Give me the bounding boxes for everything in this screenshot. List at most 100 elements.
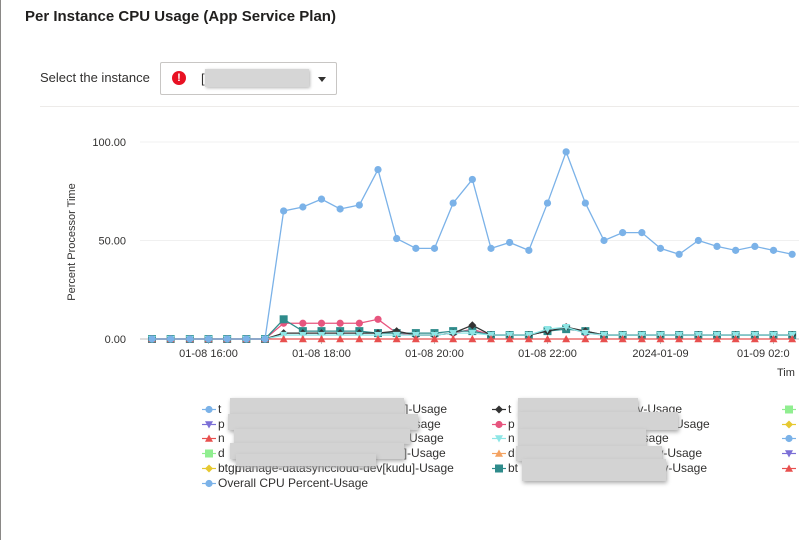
legend-item[interactable]: t bbox=[200, 402, 221, 417]
legend-item[interactable]: t bbox=[490, 402, 511, 417]
legend-marker-icon bbox=[200, 461, 218, 476]
y-tick-label: 100.00 bbox=[92, 137, 126, 149]
chevron-down-icon[interactable] bbox=[318, 77, 326, 82]
legend-label: bt bbox=[508, 460, 519, 475]
data-point bbox=[468, 329, 477, 338]
redacted-block bbox=[230, 398, 404, 414]
data-point bbox=[619, 229, 627, 237]
legend-marker-icon bbox=[200, 417, 218, 432]
legend-marker bbox=[495, 435, 503, 443]
data-point bbox=[637, 335, 646, 343]
data-point bbox=[713, 335, 721, 343]
data-point bbox=[581, 335, 590, 343]
data-point bbox=[506, 238, 514, 247]
legend-item[interactable] bbox=[780, 417, 798, 432]
legend-item[interactable]: d bbox=[200, 446, 225, 461]
data-point bbox=[562, 335, 571, 343]
data-point bbox=[392, 335, 401, 343]
data-point bbox=[167, 335, 175, 343]
legend-marker bbox=[205, 405, 213, 414]
y-tick-label: 0.00 bbox=[105, 334, 126, 346]
legend-marker-icon bbox=[200, 402, 218, 417]
legend-label: d bbox=[508, 446, 515, 461]
redacted-block bbox=[522, 459, 666, 481]
legend-marker bbox=[205, 420, 213, 429]
data-point bbox=[298, 335, 307, 343]
data-point bbox=[449, 329, 458, 338]
legend-item[interactable]: d bbox=[490, 446, 515, 461]
data-point bbox=[487, 244, 495, 252]
y-axis-label: Percent Processor Time bbox=[66, 183, 78, 300]
legend-item[interactable]: bt bbox=[490, 461, 518, 476]
data-point bbox=[581, 199, 589, 207]
data-point bbox=[336, 205, 344, 213]
legend-marker bbox=[495, 420, 503, 428]
data-point bbox=[204, 335, 213, 343]
data-point bbox=[750, 335, 759, 343]
data-point bbox=[412, 244, 420, 252]
error-icon: ! bbox=[172, 71, 186, 85]
legend-label: d bbox=[218, 446, 225, 461]
legend-label: btgp bbox=[218, 460, 242, 475]
legend-label-fragment: ]-Usage bbox=[405, 402, 448, 416]
data-point bbox=[562, 323, 571, 332]
redacted-block bbox=[518, 412, 678, 430]
data-point bbox=[713, 242, 721, 251]
data-point bbox=[600, 236, 608, 245]
legend-item[interactable]: btgp bbox=[200, 461, 241, 476]
data-point bbox=[299, 203, 307, 211]
legend-item[interactable]: Overall CPU Percent-Usage bbox=[200, 476, 368, 491]
data-point bbox=[656, 335, 665, 343]
data-point bbox=[618, 335, 627, 343]
data-point bbox=[336, 335, 345, 343]
data-point bbox=[355, 335, 364, 343]
data-point bbox=[543, 335, 552, 343]
legend-item[interactable] bbox=[780, 431, 798, 446]
legend-marker-icon bbox=[780, 431, 798, 446]
legend-marker bbox=[205, 464, 213, 473]
data-point bbox=[393, 234, 401, 243]
x-tick-label: 01-09 02:0 bbox=[737, 348, 790, 360]
legend-marker bbox=[785, 435, 793, 443]
legend-marker bbox=[205, 449, 213, 458]
data-point bbox=[581, 329, 590, 338]
data-point bbox=[675, 250, 683, 258]
data-point bbox=[751, 242, 759, 251]
data-point bbox=[242, 335, 250, 343]
y-axis-ticks: 0.00 50.00 100.00 bbox=[92, 137, 126, 346]
legend-label: t bbox=[218, 402, 222, 416]
legend-marker bbox=[205, 479, 213, 487]
data-point bbox=[317, 335, 326, 343]
data-point bbox=[788, 250, 796, 258]
redacted-block bbox=[236, 454, 376, 466]
legend-label: n bbox=[218, 431, 225, 446]
legend-label: Overall CPU Percent-Usage bbox=[218, 475, 369, 490]
data-point bbox=[543, 325, 552, 334]
legend-marker-icon bbox=[490, 431, 508, 446]
data-point bbox=[374, 335, 382, 343]
legend-item[interactable]: p bbox=[200, 417, 225, 432]
x-axis-ticks: 01-08 16:00 01-08 18:00 01-08 20:00 01-08 2… bbox=[179, 339, 790, 360]
data-point bbox=[317, 319, 326, 327]
legend-marker bbox=[785, 420, 793, 429]
data-point bbox=[656, 244, 665, 252]
legend-item[interactable]: n bbox=[200, 431, 225, 446]
legend-item[interactable] bbox=[780, 402, 798, 417]
legend-item[interactable]: n bbox=[490, 431, 515, 446]
data-point bbox=[355, 201, 363, 209]
legend-item[interactable] bbox=[780, 461, 798, 476]
legend-item[interactable] bbox=[780, 446, 798, 461]
data-point bbox=[279, 315, 288, 324]
legend-marker-icon bbox=[780, 417, 798, 432]
data-point bbox=[487, 335, 495, 343]
redacted-block bbox=[518, 398, 638, 414]
redacted-block bbox=[228, 414, 418, 430]
data-point bbox=[505, 335, 514, 343]
data-point bbox=[468, 335, 477, 343]
instance-dropdown[interactable]: ! [ bbox=[160, 62, 337, 95]
data-point bbox=[525, 246, 533, 254]
legend-item[interactable]: p bbox=[490, 417, 515, 432]
data-point bbox=[430, 244, 439, 252]
legend-label: p bbox=[508, 416, 515, 431]
data-point bbox=[317, 195, 326, 203]
